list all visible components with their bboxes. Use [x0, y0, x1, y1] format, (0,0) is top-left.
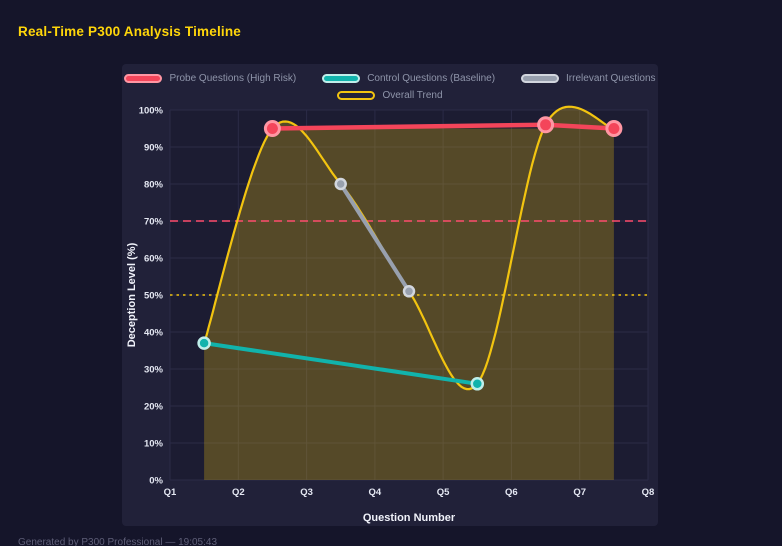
chart-legend: Probe Questions (High Risk) Control Quest…: [122, 64, 658, 102]
svg-text:0%: 0%: [149, 476, 163, 487]
y-tick-labels: 0% 10% 20% 30% 40% 50% 60% 70% 80% 90% 100%: [139, 106, 164, 487]
legend-label: Probe Questions (High Risk): [169, 73, 297, 84]
data-point-probe-questions-high-risk[interactable]: [605, 120, 623, 137]
data-point-control-questions-baseline[interactable]: [470, 377, 485, 391]
svg-text:80%: 80%: [144, 180, 164, 191]
legend-swatch-irrelevant-questions: [521, 74, 560, 83]
legend-row-2: Overall Trend: [337, 89, 443, 102]
footer-note: Generated by P300 Professional — 19:05:4…: [18, 537, 218, 546]
svg-text:20%: 20%: [144, 402, 164, 413]
legend-item-overall-trend[interactable]: Overall Trend: [337, 90, 443, 101]
data-point-irrelevant-questions[interactable]: [402, 285, 416, 298]
svg-text:Q5: Q5: [437, 487, 450, 498]
svg-text:90%: 90%: [144, 143, 164, 154]
data-point-control-questions-baseline[interactable]: [197, 336, 211, 350]
svg-text:Q1: Q1: [164, 487, 177, 498]
legend-label: Control Questions (Baseline): [367, 73, 496, 84]
legend-swatch-control-questions-baseline: [322, 74, 361, 83]
grid-lines: [169, 109, 649, 481]
svg-text:30%: 30%: [144, 365, 164, 376]
series-irrelevant-questions[interactable]: [338, 182, 411, 294]
legend-swatch-overall-trend: [337, 91, 376, 100]
legend-swatch-probe-questions-high-risk: [124, 74, 163, 83]
svg-text:50%: 50%: [144, 291, 164, 302]
page-title: Real-Time P300 Analysis Timeline: [18, 24, 242, 39]
legend-item-irrelevant-questions[interactable]: Irrelevant Questions: [521, 73, 656, 84]
legend-item-probe-questions-high-risk[interactable]: Probe Questions (High Risk): [124, 73, 296, 84]
x-axis-title: Question Number: [363, 512, 456, 524]
y-axis-title: Deception Level (%): [126, 242, 138, 347]
legend-label: Overall Trend: [382, 90, 443, 101]
data-point-probe-questions-high-risk[interactable]: [537, 116, 555, 134]
x-tick-labels: Q1 Q2 Q3 Q4 Q5 Q6 Q7 Q8: [164, 487, 655, 498]
svg-text:Q6: Q6: [505, 487, 518, 498]
svg-text:40%: 40%: [144, 328, 164, 339]
svg-text:70%: 70%: [144, 217, 164, 228]
data-point-markers: [197, 116, 623, 391]
svg-text:100%: 100%: [139, 106, 164, 117]
legend-row-1: Probe Questions (High Risk) Control Quest…: [124, 72, 656, 85]
svg-text:10%: 10%: [144, 439, 164, 450]
svg-text:Q2: Q2: [232, 487, 245, 498]
svg-text:Q3: Q3: [300, 487, 313, 498]
svg-text:Q7: Q7: [573, 487, 586, 498]
svg-text:60%: 60%: [144, 254, 164, 265]
timeline-chart[interactable]: Q1 Q2 Q3 Q4 Q5 Q6 Q7 Q8 0% 10% 20% 30% 40% 50% 60% 70% 8…: [122, 104, 658, 526]
data-point-probe-questions-high-risk[interactable]: [263, 120, 281, 137]
legend-label: Irrelevant Questions: [566, 73, 656, 84]
svg-text:Q8: Q8: [642, 487, 655, 498]
legend-item-control-questions-baseline[interactable]: Control Questions (Baseline): [322, 73, 495, 84]
chart-panel: Probe Questions (High Risk) Control Quest…: [122, 64, 658, 526]
svg-text:Q4: Q4: [369, 487, 382, 498]
data-point-irrelevant-questions[interactable]: [334, 177, 347, 191]
series-control-questions-baseline[interactable]: [202, 341, 480, 386]
